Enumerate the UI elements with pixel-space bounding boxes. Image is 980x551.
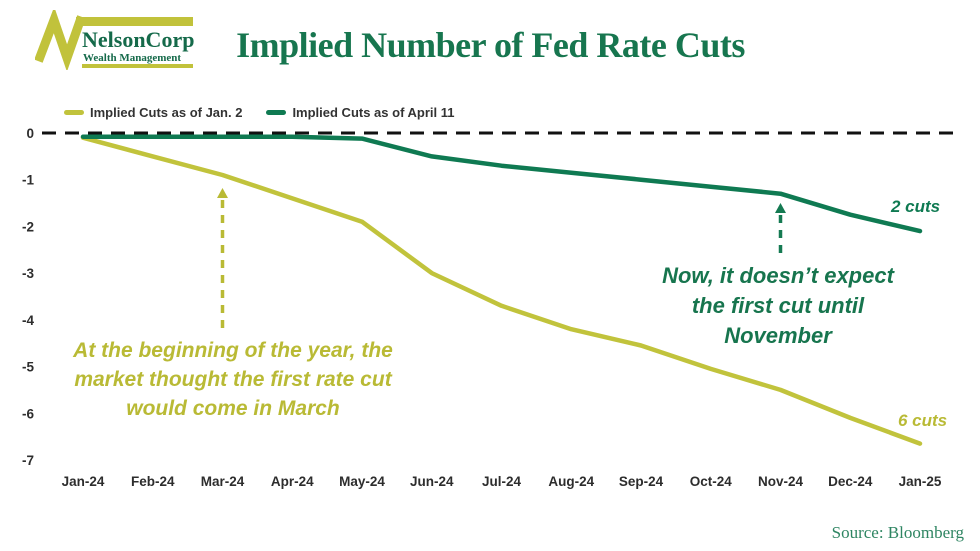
- legend-item-april11: Implied Cuts as of April 11: [266, 105, 455, 120]
- y-tick-label: -3: [22, 266, 34, 281]
- nelsoncorp-logo: NelsonCorp Wealth Management: [35, 10, 194, 70]
- x-tick-label: Jan-25: [899, 474, 942, 489]
- jan2-end-label: 6 cuts: [898, 411, 948, 430]
- y-tick-label: 0: [26, 126, 34, 141]
- x-tick-label: Mar-24: [201, 474, 245, 489]
- annotation-jan2-line2: market thought the first rate cut: [74, 368, 392, 391]
- annotation-jan2-note: At the beginning of the year, the market…: [63, 336, 403, 423]
- x-tick-label: Jul-24: [482, 474, 522, 489]
- annotation-jan2-line1: At the beginning of the year, the: [73, 339, 393, 362]
- logo-n-mark-icon: [35, 10, 86, 70]
- annotation-april11-line1: Now, it doesn’t expect: [662, 263, 894, 288]
- logo-tagline: Wealth Management: [83, 52, 181, 64]
- annotation-april11-line3: November: [724, 323, 832, 348]
- april11-end-label: 2 cuts: [891, 197, 941, 216]
- y-tick-label: -4: [22, 313, 34, 328]
- y-tick-label: -6: [22, 406, 34, 421]
- legend-swatch-jan2-icon: [64, 110, 84, 115]
- source-credit: Source: Bloomberg: [831, 523, 964, 542]
- logo-name: NelsonCorp: [82, 27, 194, 52]
- annotation-april11-note: Now, it doesn’t expect the first cut unt…: [618, 261, 938, 351]
- x-tick-label: Oct-24: [690, 474, 733, 489]
- x-tick-label: Jan-24: [62, 474, 105, 489]
- legend-label-jan2: Implied Cuts as of Jan. 2: [90, 105, 243, 120]
- annotation-jan2-line3: would come in March: [126, 397, 340, 420]
- x-tick-label: Feb-24: [131, 474, 175, 489]
- page-title: Implied Number of Fed Rate Cuts: [236, 25, 745, 65]
- x-tick-label: May-24: [339, 474, 385, 489]
- legend-swatch-april11-icon: [266, 110, 287, 115]
- series-line-jan2: [80, 135, 923, 446]
- y-tick-label: -5: [22, 360, 34, 375]
- y-tick-label: -1: [22, 173, 34, 188]
- logo-underline-bar: [82, 64, 193, 68]
- x-tick-label: Nov-24: [758, 474, 804, 489]
- logo-top-bar: [76, 17, 193, 26]
- annotation-april11-line2: the first cut until: [691, 293, 865, 318]
- x-tick-label: Jun-24: [410, 474, 454, 489]
- legend: Implied Cuts as of Jan. 2 Implied Cuts a…: [64, 105, 455, 120]
- y-tick-label: -7: [22, 453, 34, 468]
- x-tick-label: Dec-24: [828, 474, 873, 489]
- x-tick-label: Aug-24: [548, 474, 594, 489]
- jan2-arrow-icon-head: [217, 188, 228, 198]
- legend-label-april11: Implied Cuts as of April 11: [292, 105, 455, 120]
- x-tick-label: Sep-24: [619, 474, 664, 489]
- april11-arrow-icon-head: [775, 203, 786, 213]
- x-tick-label: Apr-24: [271, 474, 314, 489]
- y-tick-label: -2: [22, 219, 34, 234]
- series-line-april11: [80, 134, 923, 234]
- legend-item-jan2: Implied Cuts as of Jan. 2: [64, 105, 242, 120]
